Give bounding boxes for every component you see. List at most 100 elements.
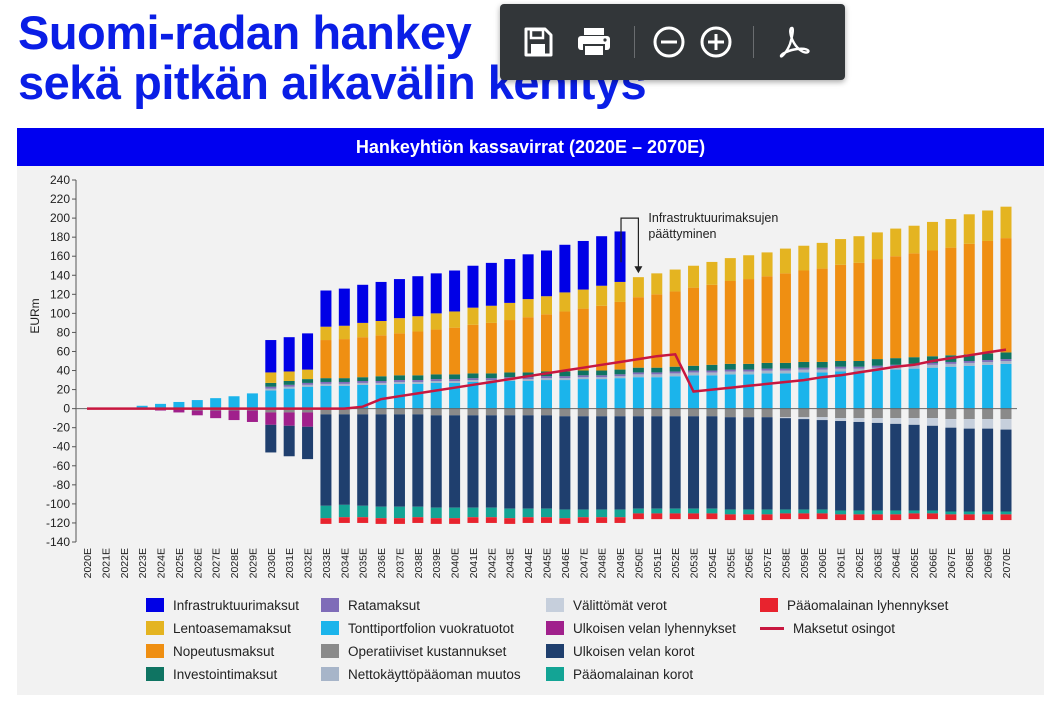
legend-label: Tonttiportfolion vuokratuotot [348, 620, 514, 636]
bar-segment [302, 384, 314, 387]
x-tick-label: 2036E [376, 548, 388, 578]
legend-swatch [146, 667, 164, 681]
bar-segment [430, 415, 442, 508]
bar-segment [210, 410, 222, 419]
bar-segment [963, 408, 975, 420]
y-tick-label: -100 [46, 497, 70, 511]
x-tick-label: 2044E [523, 548, 535, 578]
zoom-in-button[interactable] [691, 14, 741, 70]
bar-segment [522, 317, 534, 373]
bar-segment [393, 506, 405, 519]
legend-item: Infrastruktuurimaksut [146, 595, 299, 615]
bar-segment [485, 305, 497, 323]
bar-segment [357, 381, 369, 383]
bar-segment [908, 368, 920, 409]
bar-segment [724, 280, 736, 364]
bar-segment [320, 378, 332, 382]
bar-segment [577, 379, 589, 409]
x-tick-label: 2026E [192, 548, 204, 578]
bar-segment [963, 514, 975, 521]
y-axis-label: EURm [28, 298, 42, 333]
bar-segment [577, 240, 589, 290]
x-tick-label: 2037E [394, 548, 406, 578]
zoom-out-button[interactable] [647, 14, 691, 70]
legend-swatch [146, 621, 164, 635]
x-tick-label: 2069E [983, 548, 995, 578]
bar-segment [302, 408, 314, 413]
legend-label: Pääomalainan korot [573, 666, 694, 682]
legend-swatch [321, 644, 339, 658]
bar-segment [779, 362, 791, 369]
bar-segment [320, 385, 332, 409]
open-in-acrobat-button[interactable] [766, 14, 822, 70]
legend-label: Ulkoisen velan korot [573, 643, 695, 659]
bar-segment [559, 376, 571, 379]
bar-segment [945, 219, 957, 248]
bar-segment [798, 361, 810, 368]
bar-segment [375, 414, 387, 507]
bar-segment [743, 417, 755, 510]
bar-segment [669, 269, 681, 292]
y-tick-label: 40 [57, 364, 71, 378]
bar-segment [320, 408, 332, 415]
x-tick-label: 2063E [872, 548, 884, 578]
print-icon [578, 28, 610, 57]
bar-segment [688, 365, 700, 371]
bar-segment [265, 408, 277, 413]
bar-segment [430, 382, 442, 409]
bar-segment [945, 366, 957, 409]
bar-segment [430, 374, 442, 380]
x-tick-label: 2025E [174, 548, 186, 578]
bar-segment [559, 416, 571, 510]
bar-segment [779, 248, 791, 274]
bar-segment [283, 371, 295, 382]
legend-label: Ulkoisen velan lyhennykset [573, 620, 736, 636]
annotation-text-line1: Infrastruktuurimaksujen [648, 211, 778, 225]
bar-segment [779, 417, 791, 419]
legend-item: Tonttiportfolion vuokratuotot [321, 618, 514, 638]
bar-segment [908, 225, 920, 254]
bar-segment [890, 358, 902, 365]
x-tick-label: 2029E [247, 548, 259, 578]
bar-segment [963, 214, 975, 244]
bar-segment [853, 368, 865, 372]
bar-segment [559, 509, 571, 519]
bar-segment [596, 379, 608, 409]
bar-segment [761, 417, 773, 510]
x-tick-label: 2067E [946, 548, 958, 578]
bar-segment [596, 408, 608, 417]
print-button[interactable] [566, 14, 622, 70]
bar-segment [210, 398, 222, 409]
legend-item: Pääomalainan korot [546, 664, 693, 684]
y-tick-label: 140 [50, 268, 70, 282]
bar-segment [632, 508, 644, 514]
bar-segment [430, 273, 442, 314]
bar-segment [724, 363, 736, 370]
bar-segment [761, 362, 773, 369]
bar-segment [798, 419, 810, 510]
x-tick-label: 2032E [303, 548, 315, 578]
bar-segment [724, 374, 736, 409]
bar-segment [541, 508, 552, 518]
bar-segment [522, 408, 534, 416]
x-tick-label: 2066E [927, 548, 939, 578]
x-tick-label: 2057E [762, 548, 774, 578]
bar-segment [632, 374, 644, 378]
bar-segment [504, 320, 516, 373]
save-button[interactable] [510, 14, 566, 70]
bar-segment [1000, 238, 1012, 353]
bar-segment [338, 339, 350, 379]
bar-segment [798, 372, 810, 409]
bar-segment [522, 517, 534, 523]
bar-segment [357, 384, 369, 409]
bar-segment [596, 517, 608, 523]
bar-segment [688, 372, 700, 376]
bar-segment [504, 381, 516, 409]
bar-segment [283, 337, 295, 372]
bar-segment [467, 324, 479, 374]
bar-segment [449, 507, 461, 519]
bar-segment [559, 380, 571, 409]
bar-segment [632, 408, 644, 417]
bar-segment [430, 381, 442, 383]
bar-segment [302, 386, 314, 409]
